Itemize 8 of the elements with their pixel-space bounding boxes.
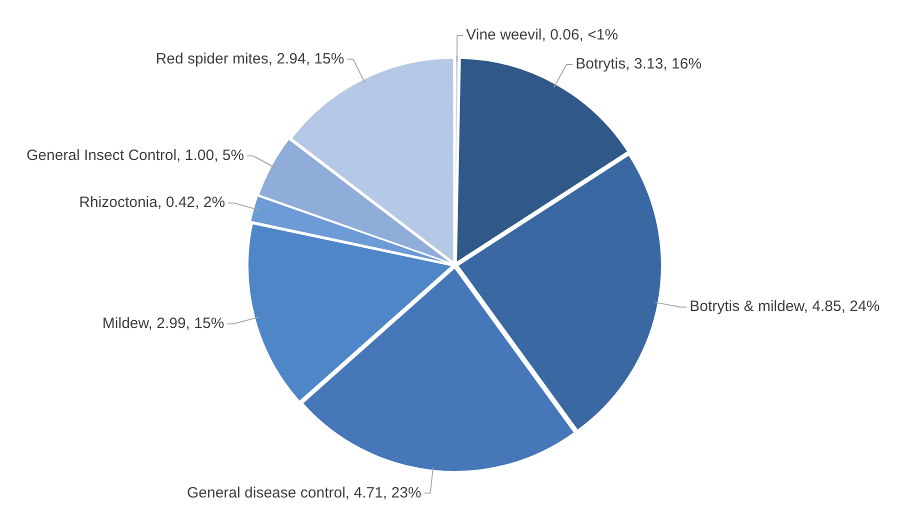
slice-label: Red spider mites, 2.94, 15% <box>156 50 344 68</box>
slice-label: General Insect Control, 1.00, 5% <box>26 147 244 164</box>
slice-label: Vine weevil, 0.06, <1% <box>466 26 618 44</box>
slice-label: Botrytis, 3.13, 16% <box>576 56 702 73</box>
slice-label: Botrytis & mildew, 4.85, 24% <box>690 298 880 316</box>
slice-label: Rhizoctonia, 0.42, 2% <box>79 194 226 212</box>
slice-label: Mildew, 2.99, 15% <box>102 315 224 332</box>
slice-label: General disease control, 4.71, 23% <box>186 484 422 502</box>
